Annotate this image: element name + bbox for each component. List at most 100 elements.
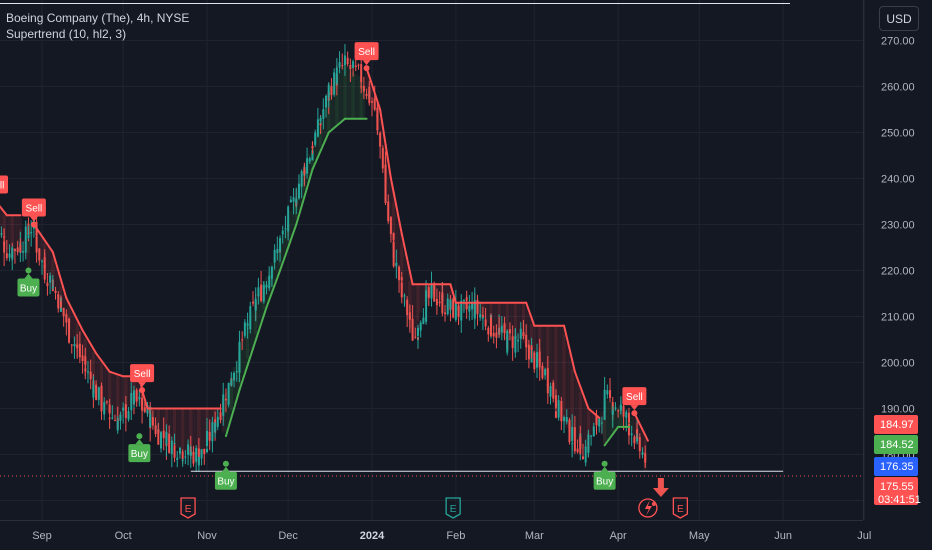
supertrend-fill-band — [118, 375, 122, 420]
price-tick-label: 200.00 — [881, 358, 915, 370]
supertrend-fill-band — [229, 374, 233, 411]
candle-body — [425, 290, 428, 297]
supertrend-fill-band — [351, 72, 355, 119]
symbol-title[interactable]: Boeing Company (The), 4h, NYSE — [6, 11, 190, 25]
supertrend-fill-band — [173, 408, 177, 447]
candle-body — [124, 404, 127, 419]
supertrend-fill-band — [108, 371, 112, 414]
supertrend-fill-band — [67, 303, 71, 328]
indicator-title[interactable]: Supertrend (10, hl2, 3) — [6, 27, 127, 41]
price-label-badge — [874, 457, 918, 476]
candle-body — [603, 389, 606, 400]
candle-body — [511, 336, 514, 348]
supertrend-fill-band — [570, 360, 574, 437]
sell-signal-dot — [363, 65, 370, 72]
candlesticks — [0, 44, 647, 472]
candle-body — [314, 132, 317, 145]
candle-body — [211, 422, 214, 442]
supertrend-fill-band — [630, 416, 634, 431]
candle-body — [527, 344, 530, 360]
signal-pointer — [362, 60, 371, 66]
candle-body — [481, 314, 484, 317]
price-tick-label: 210.00 — [881, 312, 915, 324]
supertrend-fill-band — [370, 88, 374, 103]
candle-body — [311, 150, 314, 161]
time-tick-label: Nov — [197, 530, 217, 542]
candle-body — [584, 446, 587, 463]
candle-body — [609, 390, 612, 399]
supertrend-fill-band — [62, 293, 66, 316]
candle-body — [322, 109, 325, 119]
candle-body — [471, 302, 474, 310]
candle-body — [249, 306, 252, 330]
candle-body — [227, 382, 230, 405]
supertrend-fill-band — [589, 411, 593, 436]
candle-body — [446, 298, 449, 315]
candle-body — [319, 118, 322, 122]
candle-body — [343, 55, 346, 60]
supertrend-fill-band — [605, 400, 609, 440]
supertrend-fill-band — [292, 203, 296, 231]
supertrend-fill-band — [156, 408, 160, 434]
supertrend-fill-band — [159, 408, 163, 435]
sell-label — [0, 175, 9, 194]
supertrend-segment — [95, 352, 111, 373]
signal-pointer — [29, 216, 38, 222]
sell-label-text: Sell — [26, 204, 43, 215]
candle-body — [119, 414, 122, 421]
candle-body — [295, 198, 298, 204]
supertrend-segment — [141, 389, 149, 410]
supertrend-fill-band — [562, 325, 566, 420]
supertrend-segment — [279, 223, 298, 272]
candle-body — [360, 86, 363, 88]
sell-label-text: Sell — [134, 369, 151, 380]
supertrend-fill-band — [248, 316, 252, 353]
candle-body — [346, 57, 349, 65]
bar-countdown: 03:41:51 — [878, 494, 921, 506]
time-axis[interactable]: Sep Oct Nov Dec 2024 Feb Mar Apr May Jun Jul — [32, 530, 871, 542]
candle-body — [468, 305, 471, 312]
supertrend-fill-band — [254, 305, 258, 341]
supertrend-fill-band — [335, 73, 339, 124]
supertrend-fill-band — [603, 406, 607, 446]
supertrend-fill-band — [632, 414, 636, 435]
candle-body — [238, 342, 241, 373]
supertrend-fill-band — [202, 408, 206, 453]
supertrend-segment — [525, 301, 536, 327]
time-tick-label: Oct — [115, 530, 132, 542]
candle-body — [189, 451, 192, 456]
supertrend-fill-band — [170, 408, 174, 444]
supertrend-fill-band — [178, 408, 182, 449]
lightning-icon — [644, 500, 652, 516]
support-line[interactable] — [0, 470, 863, 477]
candle-body — [603, 397, 606, 420]
candle-body — [24, 226, 27, 253]
buy-label-text: Buy — [131, 449, 148, 460]
candle-body — [581, 456, 584, 460]
supertrend-line — [0, 67, 649, 447]
supertrend-fill-band — [584, 402, 588, 449]
supertrend-fill-band — [519, 302, 523, 340]
supertrend-fill-band — [551, 325, 555, 395]
time-tick-label: Mar — [525, 530, 544, 542]
candle-body — [76, 346, 79, 349]
candle-body — [352, 61, 355, 68]
supertrend-fill-band — [37, 234, 41, 256]
supertrend-fill-band — [365, 70, 369, 90]
candle-body — [544, 369, 547, 376]
supertrend-fill-band — [324, 102, 328, 138]
supertrend-fill-band — [124, 376, 128, 414]
candle-body — [525, 334, 528, 348]
supertrend-fill-band — [246, 327, 250, 366]
currency-button[interactable]: USD — [879, 6, 919, 31]
candle-body — [579, 436, 582, 454]
candle-body — [633, 436, 636, 444]
earnings-marker — [672, 497, 689, 519]
supertrend-fill-band — [181, 408, 185, 452]
candle-body — [495, 332, 498, 338]
supertrend-fill-band — [413, 284, 417, 337]
candle-body — [30, 232, 33, 234]
supertrend-fill-band — [400, 233, 404, 289]
